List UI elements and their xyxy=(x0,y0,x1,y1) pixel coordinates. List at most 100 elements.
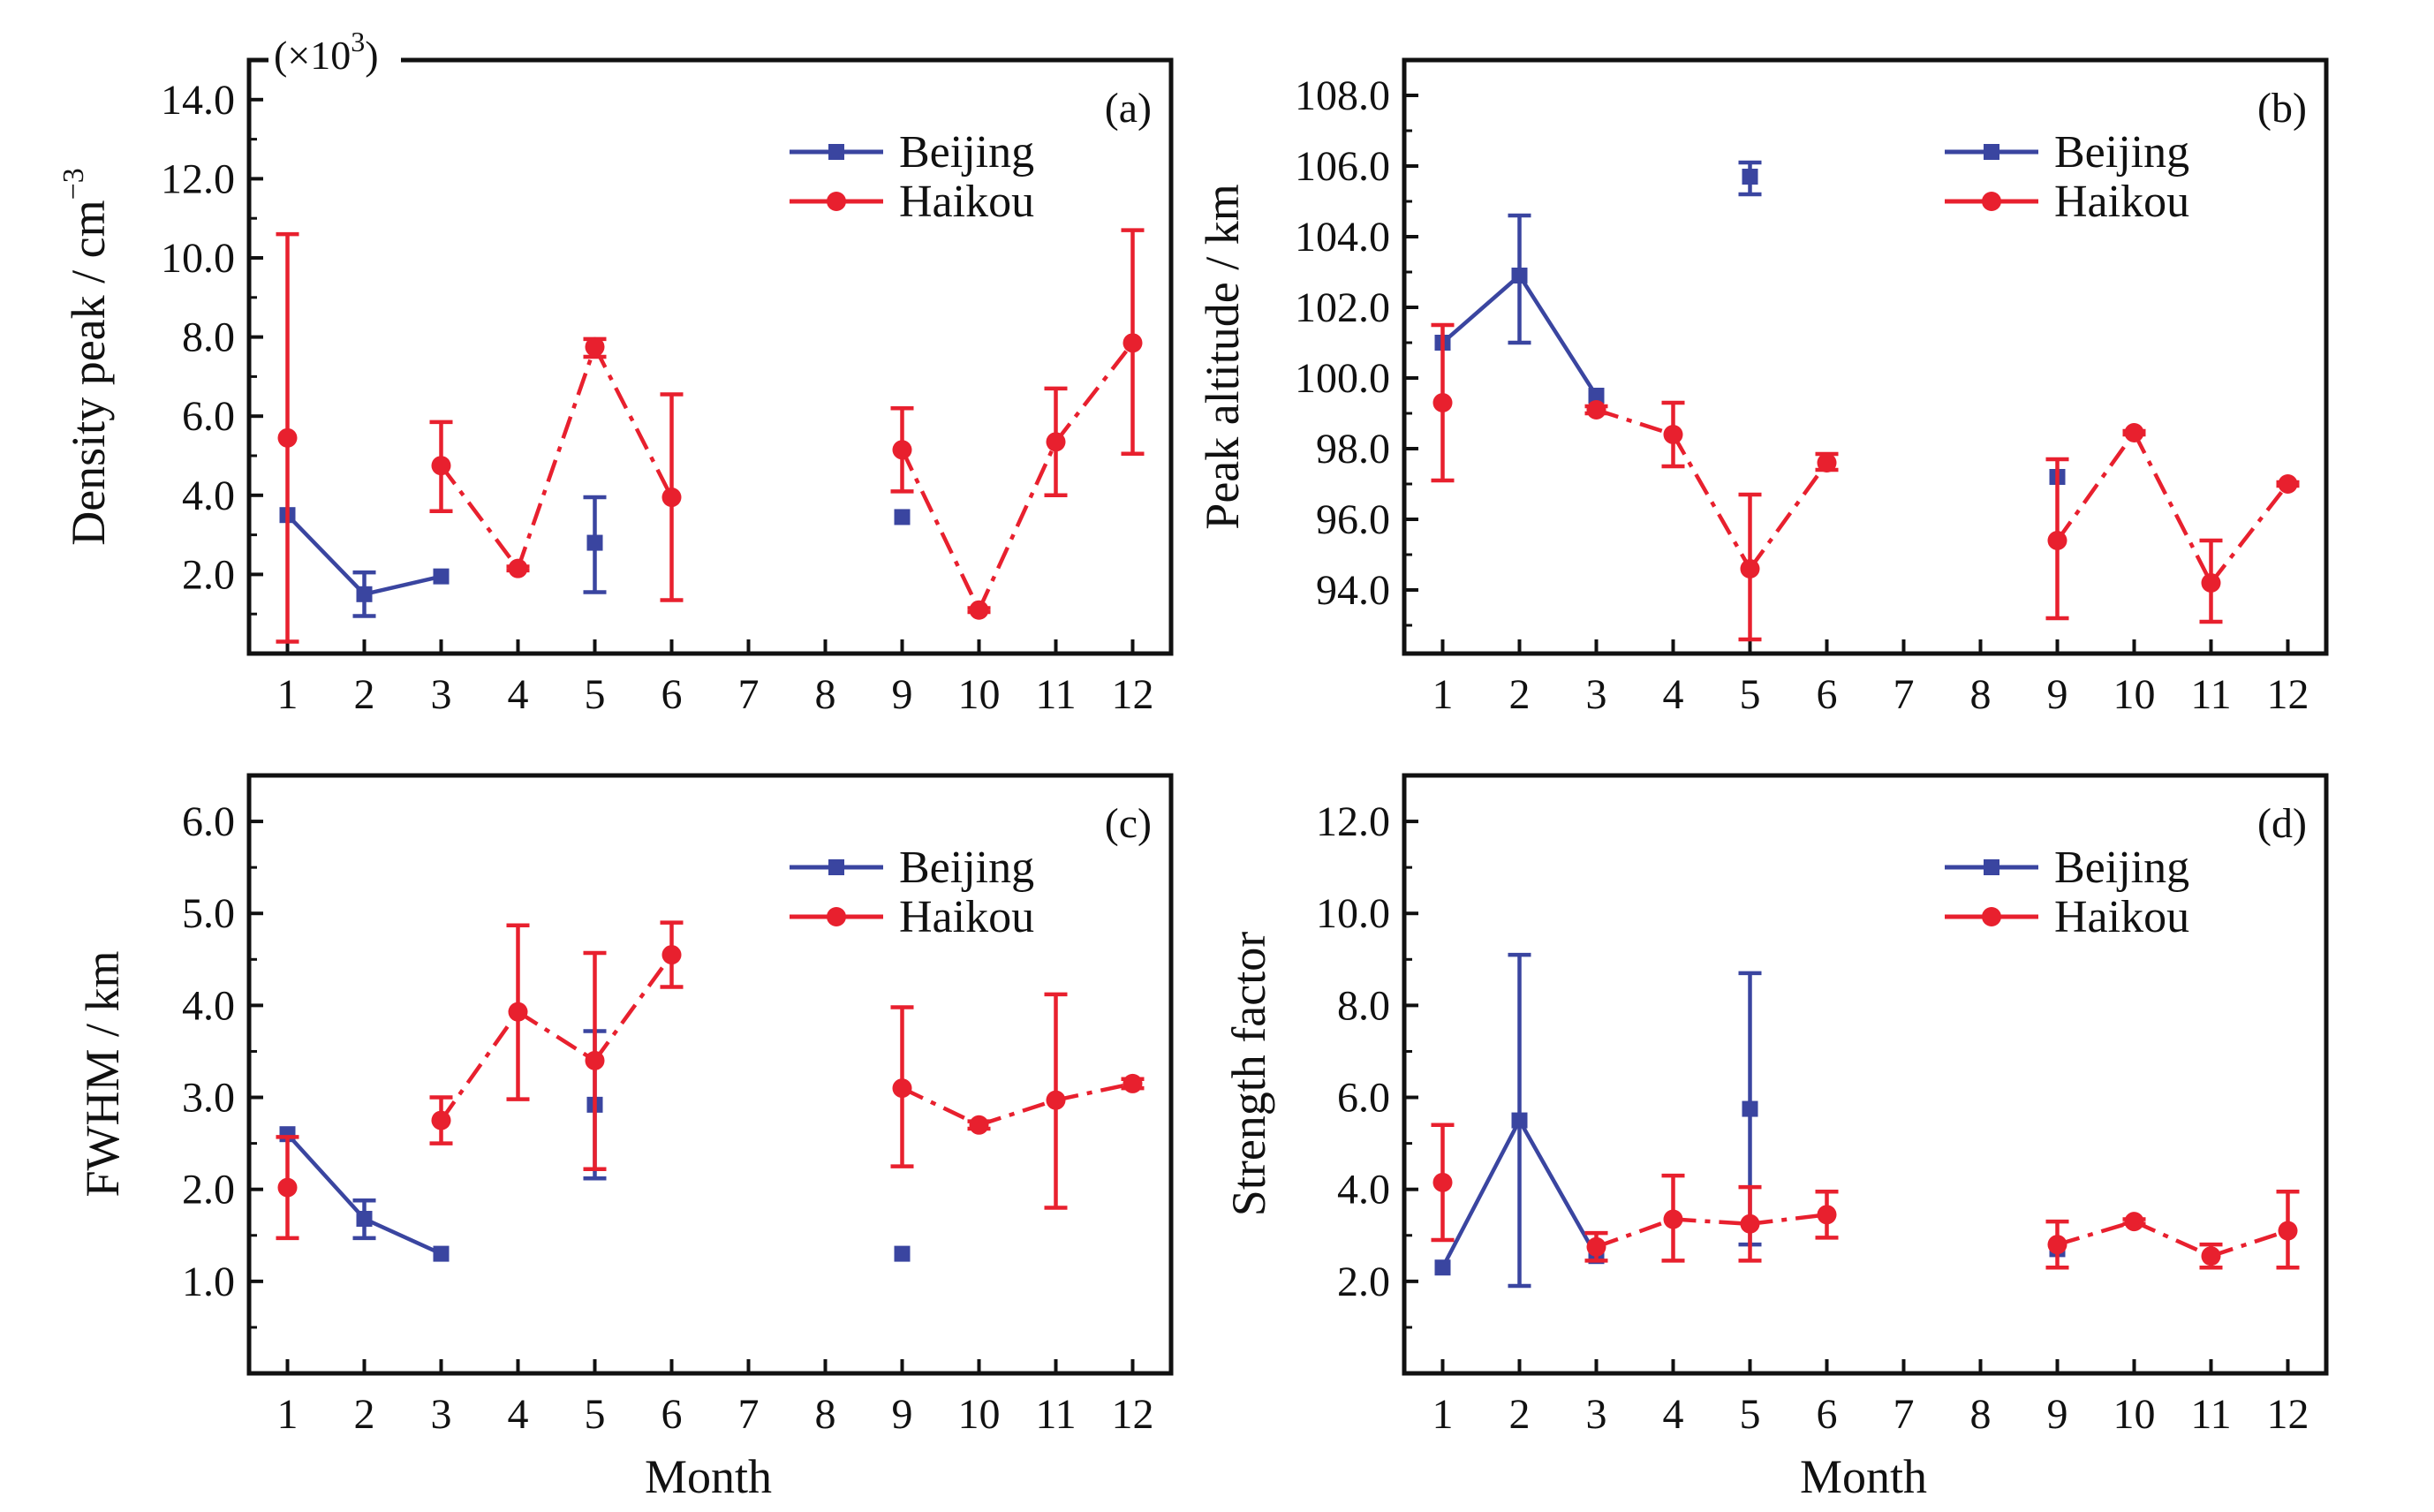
legend-label: Haikou xyxy=(899,177,1034,227)
x-tick-label: 3 xyxy=(431,1391,452,1438)
x-tick-label: 9 xyxy=(2047,1391,2068,1438)
legend-label: Beijing xyxy=(899,843,1034,893)
series-line-segment xyxy=(1750,1213,1827,1226)
series-line-segment xyxy=(2055,431,2136,542)
series-line-segment xyxy=(2209,482,2290,585)
x-tick-label: 7 xyxy=(738,671,760,718)
data-point-circle xyxy=(277,1177,298,1198)
y-tick-label: 6.0 xyxy=(182,393,235,440)
data-point-square xyxy=(894,509,911,525)
series-beijing xyxy=(1434,160,2066,485)
y-axis-title: Density peak / cm−3 xyxy=(57,168,115,546)
series-line-segment xyxy=(1440,1119,1522,1269)
data-point-square xyxy=(1511,268,1528,284)
series-haikou xyxy=(276,228,1145,644)
y-tick-label: 5.0 xyxy=(182,890,235,937)
legend-label: Haikou xyxy=(2054,177,2189,227)
y-tick-label: 4.0 xyxy=(182,982,235,1029)
series-line-segment xyxy=(2132,431,2213,585)
data-point-circle xyxy=(431,456,451,476)
y-tick-label: 3.0 xyxy=(182,1075,235,1122)
data-point-circle xyxy=(2201,573,2221,593)
x-tick-label: 4 xyxy=(1663,1391,1684,1438)
legend-entry-beijing: Beijing xyxy=(1945,127,2189,178)
plot-frame xyxy=(1402,57,2329,656)
panel-d: 2.04.06.08.010.012.01 2 3 4 5 6 7 8 9 10 11 12Stren… xyxy=(1222,773,2329,1438)
x-tick-label: 6 xyxy=(661,1391,683,1438)
series-line-segment xyxy=(901,1086,980,1127)
series-line-segment xyxy=(2210,1228,2289,1259)
x-axis-title-left: Month xyxy=(645,1450,772,1503)
y-tick-label: 14.0 xyxy=(161,77,235,124)
y-tick-label: 108.0 xyxy=(1295,72,1390,119)
x-tick-label: 6 xyxy=(1817,1391,1838,1438)
x-tick-label: 8 xyxy=(1970,1391,1992,1438)
x-tick-label: 12 xyxy=(2267,1391,2309,1438)
y-tick-label: 8.0 xyxy=(1337,982,1390,1029)
scale-multiplier: (×103) xyxy=(274,26,379,78)
legend-entry-beijing: Beijing xyxy=(1945,843,2189,893)
y-axis-title-text: Density peak / cm xyxy=(62,200,115,545)
x-tick-label: 4 xyxy=(508,671,529,718)
multiplier-exponent: 3 xyxy=(351,26,365,57)
x-tick-label: 10 xyxy=(2113,1391,2156,1438)
x-tick-label: 11 xyxy=(2190,1391,2231,1438)
legend-marker-circle xyxy=(1982,907,2001,926)
x-tick-label: 5 xyxy=(585,671,606,718)
series-line-segment xyxy=(593,345,674,499)
x-tick-label: 3 xyxy=(1586,1391,1607,1438)
data-point-circle xyxy=(2278,1221,2298,1241)
series-line-segment xyxy=(1595,1217,1674,1249)
data-point-circle xyxy=(1817,1205,1837,1225)
x-tick-label: 6 xyxy=(661,671,683,718)
y-tick-label: 2.0 xyxy=(1337,1259,1390,1305)
series-line-segment xyxy=(439,1010,520,1122)
series-haikou xyxy=(276,920,1145,1241)
y-tick-label: 2.0 xyxy=(182,551,235,598)
y-tick-label: 100.0 xyxy=(1295,355,1390,402)
legend-marker-square xyxy=(828,859,844,875)
y-tick-label: 4.0 xyxy=(182,472,235,519)
series-line-segment xyxy=(1517,274,1599,397)
panel-label: (a) xyxy=(1105,85,1152,132)
series-line-segment xyxy=(1441,274,1521,344)
x-tick-label: 5 xyxy=(1740,1391,1761,1438)
series-beijing xyxy=(279,1029,911,1262)
x-tick-label: 1 xyxy=(277,671,299,718)
plot-frame xyxy=(246,773,1174,1376)
y-tick-label: 12.0 xyxy=(1316,798,1390,845)
data-point-circle xyxy=(2124,423,2144,442)
panel-a: 2.04.06.08.010.012.014.01 2 3 4 5 6 7 8 9 10 11 12D… xyxy=(57,25,1174,718)
y-tick-label: 4.0 xyxy=(1337,1167,1390,1213)
series-line-segment xyxy=(900,449,981,611)
x-tick-label: 12 xyxy=(1112,1391,1154,1438)
data-point-square xyxy=(1742,1100,1758,1117)
x-tick-label: 9 xyxy=(892,671,913,718)
data-point-circle xyxy=(508,1002,528,1022)
y-tick-label: 6.0 xyxy=(1337,1075,1390,1122)
x-tick-label: 1 xyxy=(1432,671,1454,718)
data-point-circle xyxy=(2201,1246,2221,1266)
x-tick-label: 3 xyxy=(431,671,452,718)
y-tick-label: 96.0 xyxy=(1316,496,1390,543)
panel-label: (d) xyxy=(2257,800,2307,847)
y-tick-label: 6.0 xyxy=(182,798,235,845)
y-tick-label: 102.0 xyxy=(1295,284,1390,331)
x-tick-label: 2 xyxy=(1509,1391,1531,1438)
series-line-segment xyxy=(1517,1119,1599,1258)
y-tick-label: 10.0 xyxy=(161,235,235,282)
legend-label: Haikou xyxy=(2054,892,2189,942)
legend-marker-square xyxy=(1984,144,1999,160)
data-point-circle xyxy=(1740,1213,1760,1234)
data-point-circle xyxy=(2278,474,2298,494)
data-point-circle xyxy=(969,600,989,620)
series-line-segment xyxy=(517,1009,596,1062)
series-line-segment xyxy=(1055,1081,1133,1102)
x-tick-label: 9 xyxy=(892,1391,913,1438)
legend-entry-haikou: Haikou xyxy=(1945,177,2189,227)
x-tick-label: 11 xyxy=(2190,671,2231,718)
legend-marker-circle xyxy=(827,907,846,926)
